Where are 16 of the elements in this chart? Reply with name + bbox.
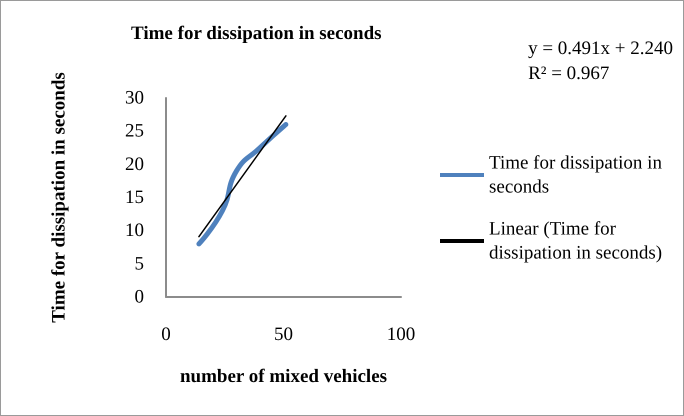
y-tick-label: 20 — [125, 154, 144, 175]
y-tick-label: 30 — [125, 88, 144, 108]
y-tick-label: 25 — [125, 120, 144, 142]
legend-label: Linear (Time for dissipation in seconds) — [489, 218, 662, 264]
chart-title: Time for dissipation in seconds — [131, 23, 382, 44]
x-tick-label: 0 — [161, 324, 171, 345]
y-tick-label: 5 — [134, 253, 144, 274]
legend-label: Time for dissipation in seconds — [489, 152, 667, 198]
y-tick-label: 10 — [125, 220, 144, 242]
x-tick-label: 50 — [274, 324, 293, 345]
text: y = 0.491x + 2.240 R² = 0.967 — [528, 38, 674, 84]
x-tick-label: 100 — [386, 324, 416, 345]
x-axis-title: number of mixed vehicles — [180, 366, 388, 387]
y-tick-label: 15 — [125, 187, 144, 208]
y-axis-title: Time for dissipation in seconds — [48, 72, 70, 323]
y-tick-label: 0 — [134, 286, 144, 308]
